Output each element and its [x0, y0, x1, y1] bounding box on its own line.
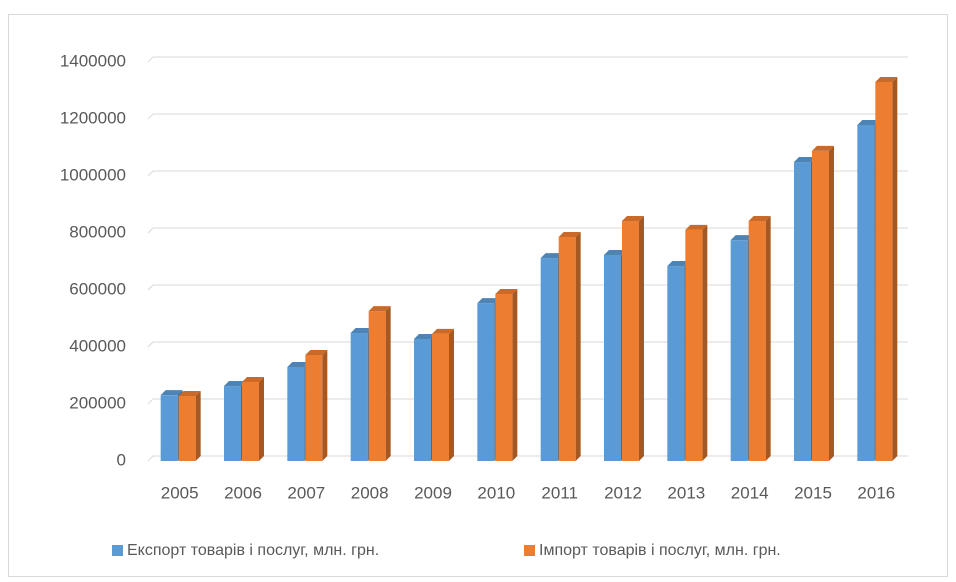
- x-tick-label: 2011: [541, 483, 578, 502]
- bar: [540, 258, 558, 461]
- x-tick-label: 2007: [287, 483, 325, 502]
- y-tick-label: 800000: [69, 222, 126, 241]
- bar-top: [305, 349, 328, 355]
- bar: [432, 333, 449, 461]
- bar: [178, 396, 196, 461]
- bar-side: [195, 391, 201, 461]
- y-tick-label: 200000: [69, 393, 126, 412]
- y-tick-label: 1200000: [60, 108, 126, 127]
- legend: Експорт товарів і послуг, млн. грн. Імпор…: [112, 542, 781, 559]
- bar-side: [702, 224, 708, 461]
- bar-top: [730, 235, 753, 241]
- x-tick-label: 2013: [667, 483, 705, 502]
- legend-swatch: [112, 545, 123, 556]
- bar: [414, 339, 431, 461]
- grid-line: [147, 341, 908, 348]
- grid-line: [147, 455, 908, 462]
- bar-top: [748, 216, 771, 222]
- bar: [160, 395, 178, 461]
- legend-label: Імпорт товарів і послуг, млн. грн.: [539, 542, 781, 559]
- y-tick-label: 1400000: [60, 51, 126, 70]
- bar-side: [259, 377, 264, 461]
- bar-top: [604, 249, 626, 255]
- bar-side: [639, 216, 644, 461]
- bar: [857, 124, 875, 462]
- bar: [242, 382, 259, 461]
- legend-label: Експорт товарів і послуг, млн. грн.: [127, 542, 379, 559]
- bar-side: [892, 76, 898, 461]
- bar: [287, 366, 305, 461]
- bar: [495, 293, 513, 461]
- bar-top: [622, 216, 644, 222]
- bar: [812, 150, 829, 462]
- bar: [224, 386, 241, 461]
- bar: [794, 162, 811, 461]
- bar-top: [432, 328, 454, 334]
- bar-top: [414, 334, 436, 340]
- y-tick-label: 0: [117, 450, 126, 469]
- bar: [477, 303, 495, 461]
- bar-top: [160, 390, 183, 396]
- x-tick-label: 2006: [224, 483, 262, 502]
- bar-top: [875, 76, 898, 82]
- bar-top: [667, 261, 690, 267]
- bar-top: [812, 145, 834, 151]
- bar-side: [385, 306, 391, 461]
- bar-side: [575, 231, 581, 461]
- legend-swatch: [524, 545, 535, 556]
- bar-top: [558, 231, 581, 237]
- y-tick-label: 1000000: [60, 165, 126, 184]
- bar-top: [540, 253, 563, 259]
- bar-top: [350, 328, 373, 334]
- bar-side: [765, 216, 771, 461]
- grid-line: [147, 113, 908, 120]
- chart-frame: [8, 14, 948, 577]
- bar-top: [287, 361, 310, 367]
- bar: [748, 221, 766, 461]
- bar-top: [477, 298, 500, 304]
- bar: [604, 254, 621, 461]
- x-tick-label: 2015: [794, 483, 832, 502]
- bar-side: [322, 349, 328, 461]
- grid-line: [147, 284, 908, 291]
- grid-line: [147, 227, 908, 234]
- x-tick-label: 2014: [731, 483, 769, 502]
- bar-side: [449, 328, 454, 461]
- bar-top: [794, 157, 816, 163]
- bar: [368, 311, 386, 461]
- bar: [667, 266, 685, 461]
- bar: [730, 240, 748, 461]
- bar-top: [368, 306, 391, 312]
- bar: [350, 333, 368, 461]
- bar-top: [685, 224, 708, 230]
- bar: [305, 354, 323, 461]
- bar: [875, 81, 893, 461]
- y-tick-label: 600000: [69, 279, 126, 298]
- bar-side: [829, 145, 834, 462]
- x-tick-label: 2010: [477, 483, 515, 502]
- grid-line: [147, 56, 908, 63]
- x-tick-label: 2005: [161, 483, 199, 502]
- x-tick-label: 2012: [604, 483, 642, 502]
- bar: [685, 229, 703, 461]
- bar-top: [242, 377, 264, 383]
- y-tick-label: 400000: [69, 336, 126, 355]
- bar-side: [512, 288, 518, 461]
- x-tick-label: 2016: [857, 483, 895, 502]
- bar-top: [857, 119, 880, 125]
- bar-top: [224, 381, 246, 387]
- bar: [622, 221, 639, 461]
- bar: [558, 236, 576, 461]
- bar-top: [178, 391, 201, 397]
- grid-line: [147, 398, 908, 405]
- grid-line: [147, 170, 908, 177]
- x-tick-label: 2008: [351, 483, 389, 502]
- x-tick-label: 2009: [414, 483, 452, 502]
- bar-top: [495, 288, 518, 294]
